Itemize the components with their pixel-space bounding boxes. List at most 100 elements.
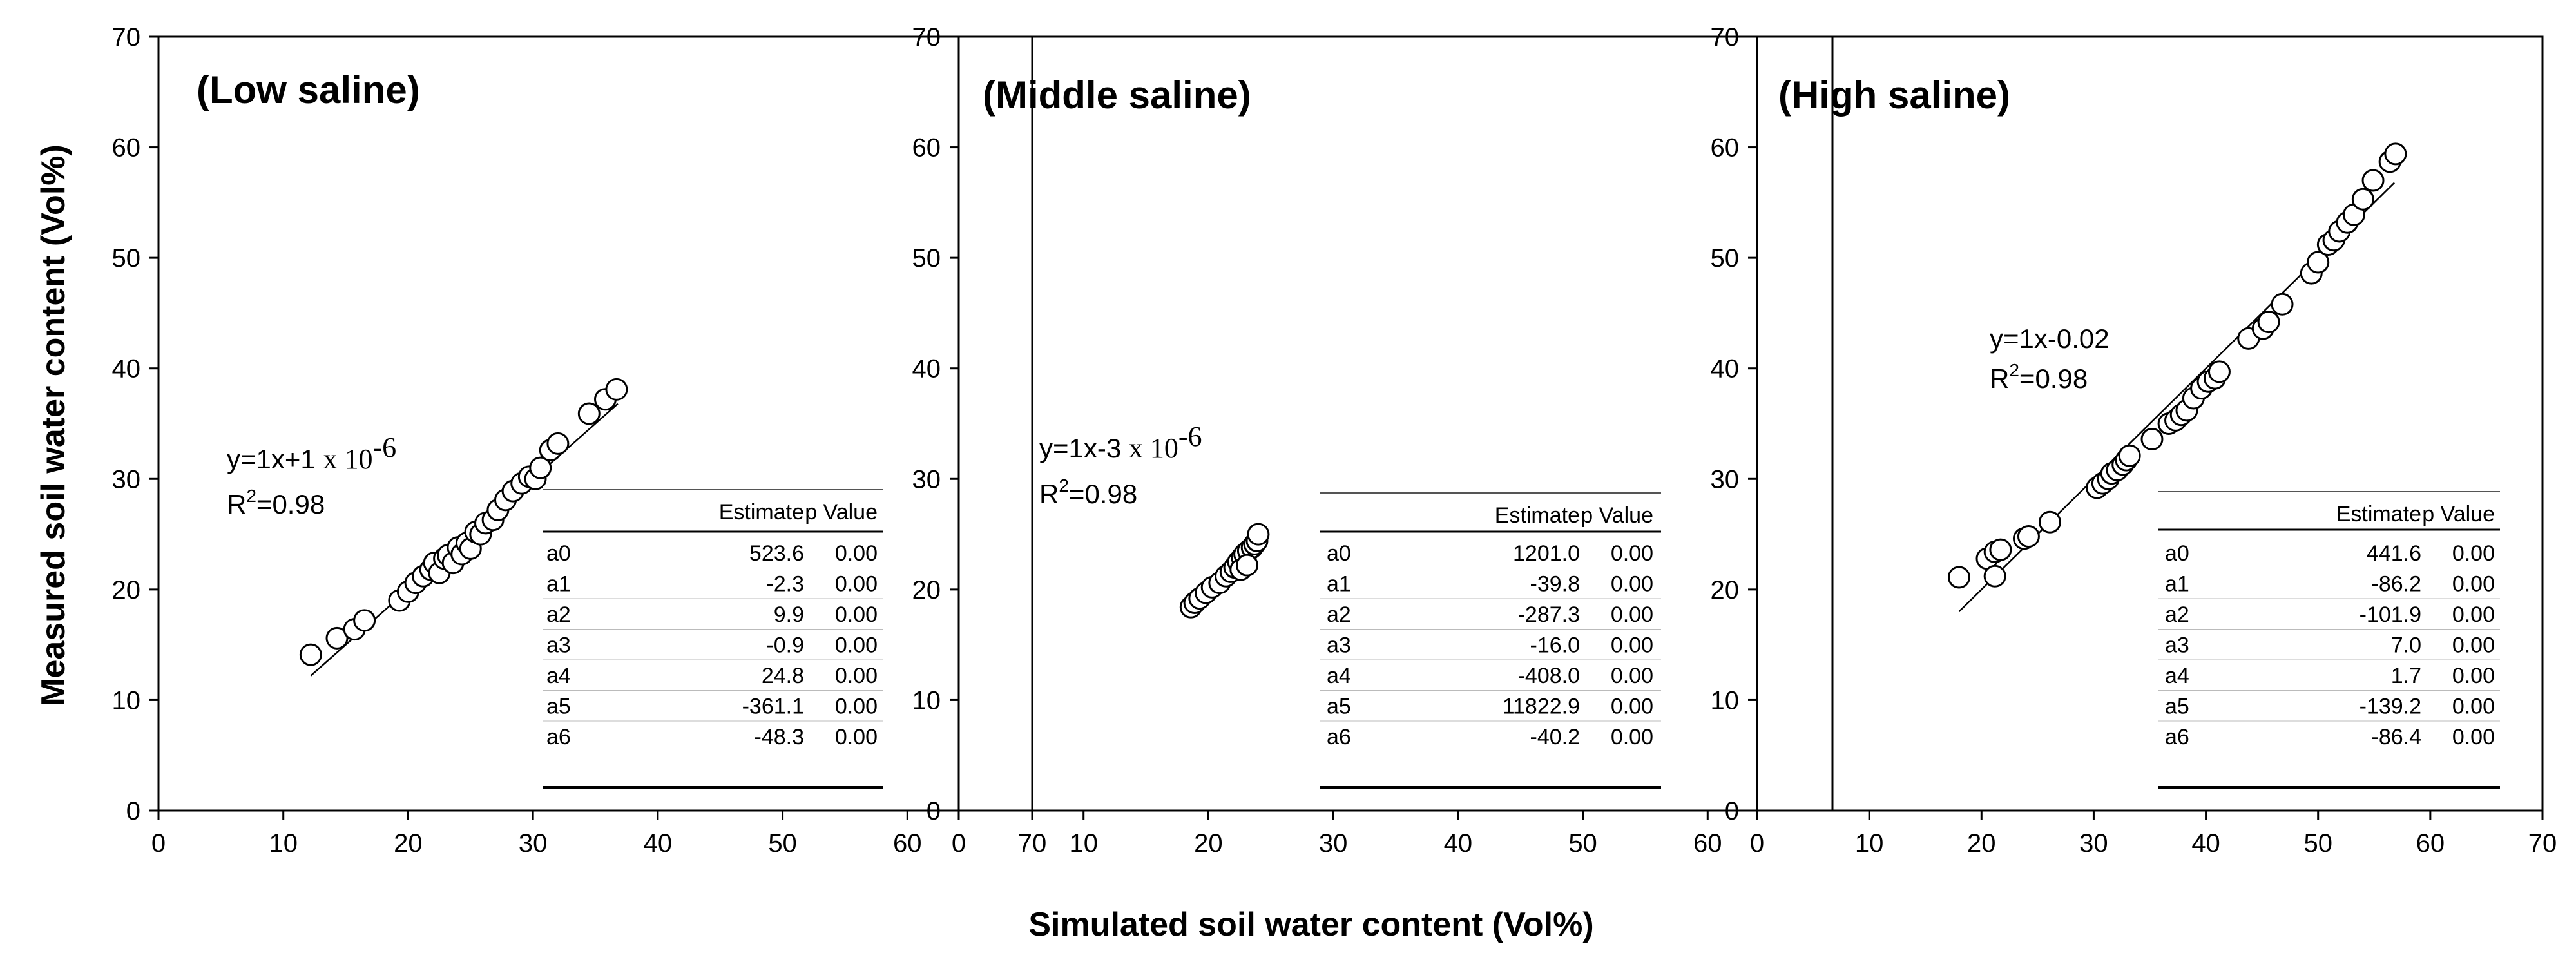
x-tick-label: 20 — [1967, 829, 1996, 858]
data-point — [2207, 360, 2231, 383]
table-cell-param: a0 — [2165, 541, 2189, 566]
data-point — [2271, 293, 2294, 316]
table-cell-param: a4 — [1327, 664, 1351, 688]
table-cell-param: a5 — [1327, 695, 1351, 719]
table-cell-param: a0 — [546, 541, 571, 566]
x-tick-label: 20 — [1194, 829, 1223, 858]
y-tick-label: 30 — [112, 465, 141, 494]
table-cell-estimate: -408.0 — [1518, 664, 1580, 688]
table-cell-param: a1 — [1327, 572, 1351, 597]
y-tick-label: 0 — [1725, 797, 1739, 825]
table-background — [543, 486, 883, 791]
x-tick-label: 30 — [1319, 829, 1348, 858]
x-tick-label: 10 — [1069, 829, 1098, 858]
parameter-table: Estimate p Value a0 441.6 0.00 a1 -86.2 0.00 a2 -… — [2158, 488, 2500, 791]
table-cell-param: a0 — [1327, 541, 1351, 566]
regression-equation: y=1x-3 x 10-6 — [1039, 421, 1202, 464]
y-tick-label: 40 — [1711, 355, 1740, 383]
table-cell-param: a6 — [1327, 725, 1351, 749]
y-tick-label: 60 — [112, 134, 141, 162]
data-point — [353, 609, 376, 632]
y-tick-label: 60 — [912, 134, 941, 162]
data-point — [2017, 525, 2040, 548]
x-tick-label: 40 — [644, 829, 673, 858]
data-point — [2361, 169, 2385, 192]
table-cell-pvalue: 0.00 — [835, 633, 878, 658]
table-cell-pvalue: 0.00 — [835, 572, 878, 597]
table-cell-estimate: 523.6 — [749, 541, 804, 566]
r-squared: R2=0.98 — [1039, 476, 1137, 509]
table-cell-estimate: 1201.0 — [1513, 541, 1580, 566]
data-point — [577, 402, 601, 425]
table-cell-pvalue: 0.00 — [835, 541, 878, 566]
table-cell-estimate: 24.8 — [762, 664, 804, 688]
y-tick-label: 60 — [1711, 134, 1740, 162]
y-tick-label: 0 — [927, 797, 941, 825]
table-cell-pvalue: 0.00 — [2452, 602, 2495, 627]
data-point — [299, 643, 322, 666]
table-cell-param: a5 — [2165, 695, 2189, 719]
table-cell-pvalue: 0.00 — [1611, 541, 1653, 566]
data-point — [2140, 428, 2164, 451]
x-tick-label: 0 — [151, 829, 166, 858]
y-tick-label: 40 — [912, 355, 941, 383]
table-header-estimate: Estimate — [2336, 502, 2421, 526]
x-tick-label: 20 — [394, 829, 423, 858]
table-header-estimate: Estimate — [719, 500, 804, 525]
regression-equation: y=1x-0.02 — [1990, 323, 2110, 354]
plot-frame — [957, 35, 1834, 812]
table-header-estimate: Estimate — [1495, 503, 1580, 528]
table-cell-pvalue: 0.00 — [2452, 541, 2495, 566]
table-cell-estimate: -0.9 — [766, 633, 804, 658]
table-cell-pvalue: 0.00 — [1611, 633, 1653, 658]
table-cell-estimate: 1.7 — [2391, 664, 2421, 688]
table-cell-param: a1 — [2165, 572, 2189, 597]
x-tick-label: 70 — [1018, 829, 1047, 858]
table-cell-pvalue: 0.00 — [835, 725, 878, 749]
panel-title: (High saline) — [1778, 73, 2010, 117]
x-tick-label: 60 — [1693, 829, 1722, 858]
data-point — [2118, 444, 2141, 467]
table-header-pvalue: p Value — [1581, 503, 1653, 528]
x-tick-label: 50 — [768, 829, 797, 858]
table-cell-estimate: 441.6 — [2367, 541, 2421, 566]
table-cell-param: a3 — [546, 633, 571, 658]
y-tick-label: 30 — [912, 465, 941, 494]
table-header-pvalue: p Value — [2422, 502, 2495, 526]
table-cell-estimate: -16.0 — [1530, 633, 1581, 658]
table-cell-pvalue: 0.00 — [1611, 664, 1653, 688]
y-axis-title: Measured soil water content (Vol%) — [35, 144, 72, 706]
table-cell-pvalue: 0.00 — [2452, 572, 2495, 597]
table-background — [1320, 489, 1661, 791]
table-cell-estimate: -2.3 — [766, 572, 804, 597]
y-tick-label: 50 — [1711, 244, 1740, 273]
table-cell-pvalue: 0.00 — [1611, 725, 1653, 749]
table-cell-pvalue: 0.00 — [1611, 602, 1653, 627]
table-cell-estimate: -287.3 — [1518, 602, 1580, 627]
data-point — [1947, 566, 1970, 589]
panel-high-saline: 0 10 20 30 40 50 60 70 0 10 20 30 40 50 60 70 (High sali… — [1711, 23, 2557, 858]
y-tick-label: 10 — [1711, 686, 1740, 715]
data-point — [2257, 311, 2280, 334]
y-tick-label: 70 — [1711, 23, 1740, 52]
table-header-pvalue: p Value — [805, 500, 878, 525]
plot-frame — [1756, 35, 2544, 812]
data-point — [529, 456, 552, 479]
table-cell-param: a4 — [546, 664, 571, 688]
table-cell-param: a5 — [546, 695, 571, 719]
y-tick-label: 30 — [1711, 465, 1740, 494]
x-tick-label: 30 — [2079, 829, 2108, 858]
y-tick-label: 70 — [912, 23, 941, 52]
x-tick-label: 60 — [2416, 829, 2445, 858]
y-tick-label: 10 — [112, 686, 141, 715]
x-tick-label: 10 — [269, 829, 298, 858]
table-cell-param: a1 — [546, 572, 571, 597]
data-point — [2351, 188, 2374, 211]
data-point — [1247, 523, 1270, 546]
x-tick-label: 30 — [519, 829, 548, 858]
regression-equation: y=1x+1 x 10-6 — [227, 432, 396, 475]
table-cell-estimate: -139.2 — [2360, 695, 2421, 719]
y-tick-label: 10 — [912, 686, 941, 715]
